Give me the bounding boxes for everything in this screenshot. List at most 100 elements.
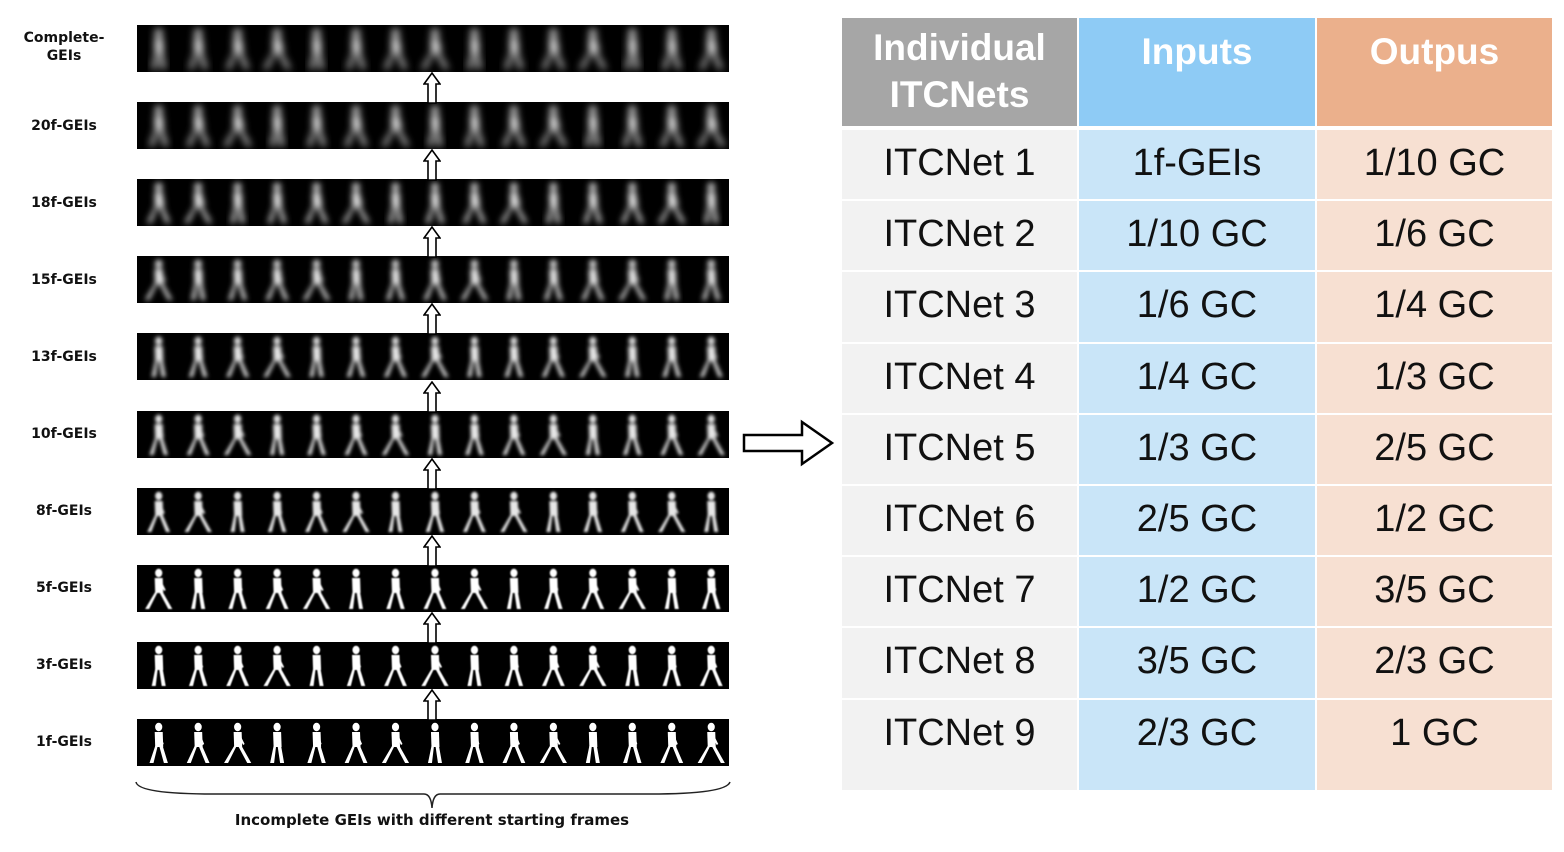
network-name-cell: ITCNet 3 (842, 272, 1077, 342)
network-name-cell: ITCNet 2 (842, 201, 1077, 271)
gait-silhouette (188, 645, 208, 686)
gait-silhouette (224, 105, 252, 147)
gait-silhouette (267, 491, 287, 532)
gait-silhouette (544, 568, 563, 609)
gait-silhouette (270, 414, 285, 455)
gait-silhouette (618, 260, 646, 301)
row-label: 13f-GEIs (31, 348, 97, 365)
network-name-cell: ITCNet 1 (842, 130, 1077, 200)
gait-silhouette (623, 105, 642, 147)
network-name-cell: ITCNet 9 (842, 699, 1077, 790)
gait-silhouette (702, 568, 721, 609)
gait-silhouette (620, 182, 644, 224)
row-label: 10f-GEIs (31, 426, 97, 442)
gei-strip (137, 564, 729, 612)
row-label: 20f-GEIs (31, 117, 97, 134)
gait-silhouette (465, 722, 484, 763)
gei-strip (137, 25, 729, 72)
network-name-cell: ITCNet 7 (842, 557, 1077, 627)
gait-silhouette (625, 645, 640, 686)
gait-silhouette (465, 105, 484, 147)
up-arrow-icon (422, 148, 442, 181)
gei-strip (137, 410, 729, 458)
gait-silhouette (467, 28, 482, 69)
gait-silhouette (191, 568, 206, 609)
gait-silhouette (662, 337, 681, 378)
gait-silhouette (149, 414, 168, 455)
up-arrow-icon (422, 688, 442, 721)
gei-strip (137, 179, 729, 227)
gait-silhouette (581, 260, 605, 301)
gait-silhouette (228, 568, 247, 609)
gait-silhouette (186, 414, 210, 455)
header-individual-itcnets: Individual ITCNets (842, 18, 1077, 126)
row-label: 15f-GEIs (31, 271, 97, 288)
gait-silhouette (421, 337, 449, 378)
gait-silhouette (460, 260, 489, 301)
gait-silhouette (546, 491, 561, 532)
output-cell: 1/2 GC (1317, 486, 1552, 556)
input-cell: 2/5 GC (1079, 486, 1315, 556)
gait-silhouette (500, 182, 528, 224)
gait-silhouette (263, 645, 291, 686)
gait-silhouette (188, 28, 208, 69)
gait-silhouette (427, 105, 442, 147)
gait-silhouette (307, 414, 326, 455)
gait-silhouette (620, 491, 644, 532)
gait-silhouette (427, 722, 442, 763)
output-cell: 1 GC (1317, 699, 1552, 790)
gait-silhouette (697, 414, 725, 455)
gait-silhouette (381, 722, 410, 763)
gait-silhouette (502, 414, 526, 455)
gait-silhouette (539, 414, 567, 455)
gait-silhouette (660, 722, 684, 763)
gait-silhouette (500, 491, 528, 532)
gait-silhouette (546, 182, 561, 224)
row-label: 3f-GEIs (36, 657, 92, 674)
gait-silhouette (263, 28, 291, 69)
up-arrow-icon (422, 380, 442, 413)
gait-silhouette (618, 568, 646, 609)
gait-silhouette (186, 105, 210, 147)
gait-silhouette (184, 491, 212, 532)
gei-strip (137, 333, 729, 381)
gait-silhouette (381, 414, 410, 455)
row-label: 5f-GEIs (36, 580, 92, 597)
gait-silhouette (349, 260, 364, 301)
gait-silhouette (226, 337, 250, 378)
gait-silhouette (423, 568, 447, 609)
gait-silhouette (625, 337, 640, 378)
gait-silhouette (581, 568, 605, 609)
input-cell: 1/10 GC (1079, 201, 1315, 271)
up-arrow-icon (422, 534, 442, 567)
gait-silhouette (344, 414, 368, 455)
output-cell: 3/5 GC (1317, 557, 1552, 627)
network-name-cell: ITCNet 8 (842, 628, 1077, 698)
gait-silhouette (265, 568, 289, 609)
gait-silhouette (270, 105, 285, 147)
gait-silhouette (697, 722, 725, 763)
gait-silhouette (147, 491, 171, 532)
gait-silhouette (623, 414, 642, 455)
up-arrow-icon (422, 303, 442, 336)
gait-silhouette (228, 260, 247, 301)
gait-silhouette (660, 105, 684, 147)
gait-silhouette (541, 28, 565, 69)
gait-silhouette (664, 260, 679, 301)
gait-silhouette (145, 260, 173, 301)
gait-silhouette (504, 28, 524, 69)
gait-silhouette (384, 337, 407, 378)
gait-silhouette (151, 337, 166, 378)
gait-silhouette (302, 260, 331, 301)
gait-silhouette (460, 568, 489, 609)
gait-silhouette (579, 337, 607, 378)
network-name-cell: ITCNet 4 (842, 343, 1077, 413)
input-cell: 1f-GEIs (1079, 130, 1315, 200)
gait-silhouette (305, 491, 328, 532)
gait-silhouette (583, 491, 603, 532)
gait-silhouette (506, 568, 521, 609)
up-arrow-icon (422, 457, 442, 490)
gait-silhouette (230, 182, 245, 224)
output-cell: 2/3 GC (1317, 628, 1552, 698)
gait-silhouette (421, 28, 449, 69)
